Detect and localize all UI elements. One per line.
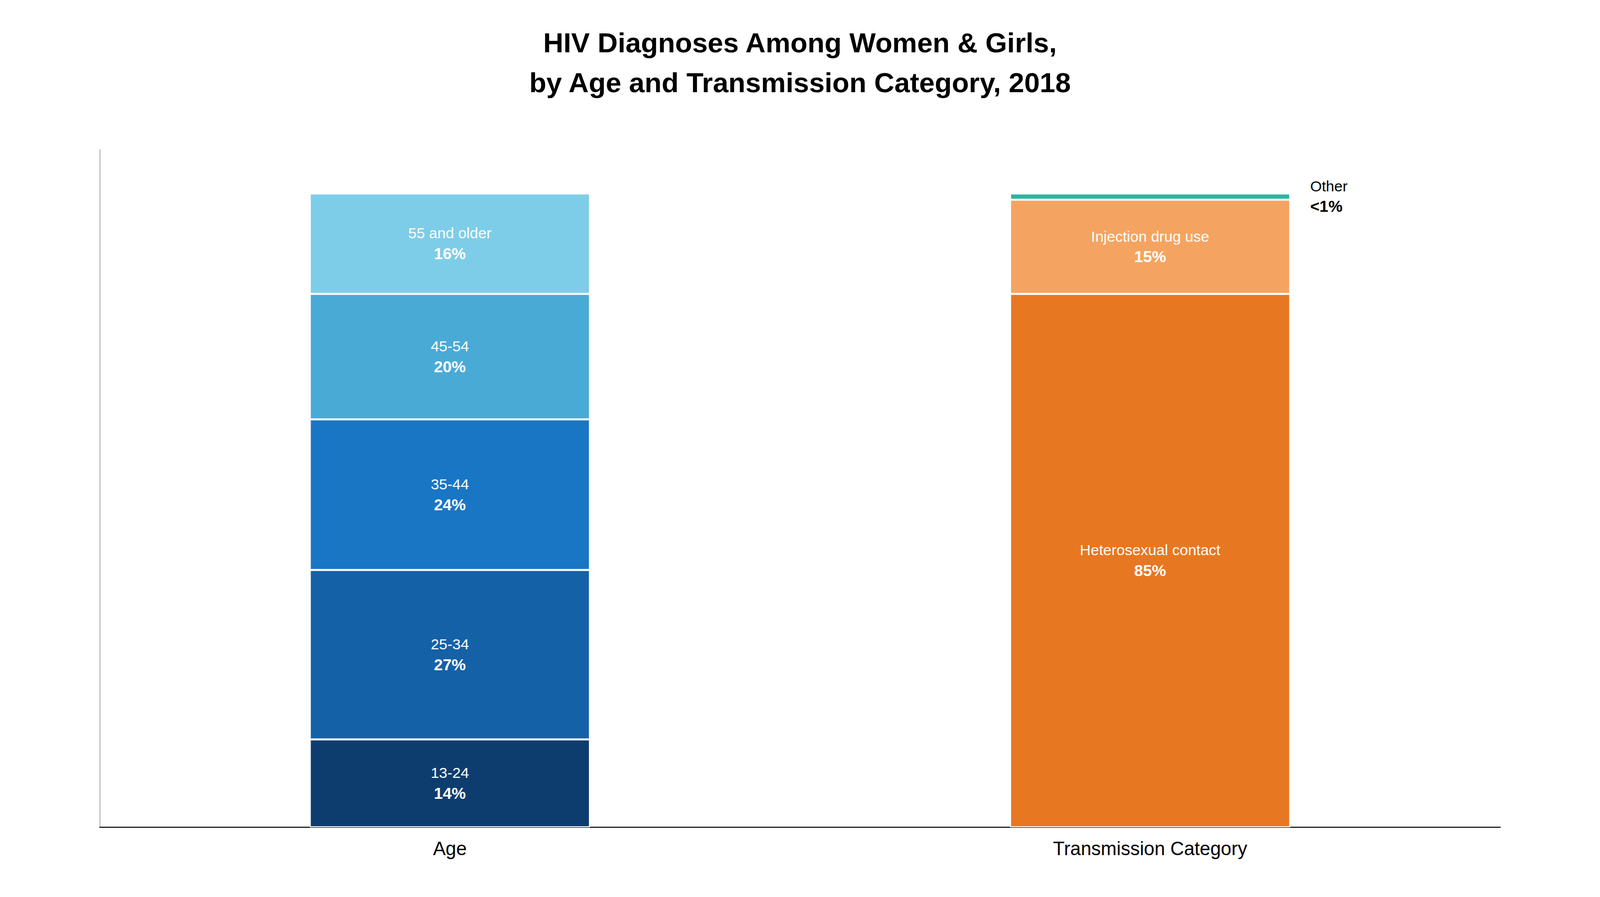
svg-text:HIV Diagnoses Among Women & Gi: HIV Diagnoses Among Women & Girls,	[543, 26, 1058, 59]
svg-text:13-24: 13-24	[430, 764, 470, 782]
svg-text:Transmission Category: Transmission Category	[1053, 838, 1247, 860]
svg-text:Injection drug use: Injection drug use	[1090, 228, 1210, 245]
svg-text:Other: Other	[1310, 177, 1348, 195]
svg-text:20%: 20%	[433, 357, 466, 376]
svg-text:24%: 24%	[433, 496, 466, 515]
svg-text:15%: 15%	[1134, 247, 1167, 266]
svg-text:27%: 27%	[433, 656, 466, 675]
svg-text:<1%: <1%	[1310, 197, 1343, 216]
svg-text:25-34: 25-34	[430, 636, 470, 653]
svg-text:14%: 14%	[433, 784, 466, 803]
svg-text:16%: 16%	[433, 244, 466, 263]
svg-text:45-54: 45-54	[430, 338, 470, 355]
svg-text:Age: Age	[432, 838, 467, 860]
svg-text:35-44: 35-44	[430, 476, 470, 493]
svg-text:55 and older: 55 and older	[408, 224, 492, 242]
svg-text:Heterosexual contact: Heterosexual contact	[1079, 541, 1221, 559]
svg-text:85%: 85%	[1134, 561, 1167, 580]
svg-text:by Age and Transmission Catego: by Age and Transmission Category, 2018	[529, 66, 1071, 99]
